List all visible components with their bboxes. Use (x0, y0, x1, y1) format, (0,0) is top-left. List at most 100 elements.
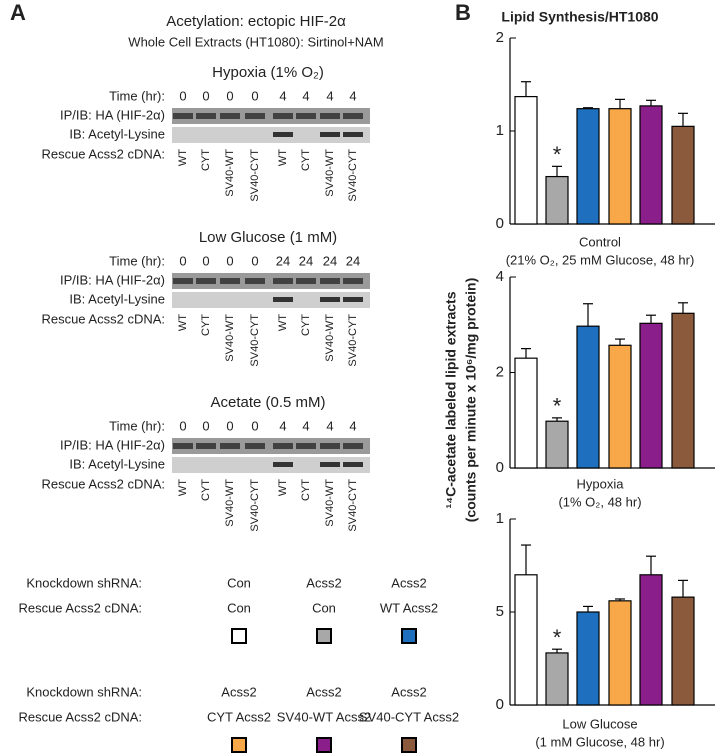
lane-label: CYT (200, 314, 212, 336)
legend-row-label: Knockdown shRNA: (26, 575, 142, 590)
row-label: IB: Acetyl-Lysine (69, 456, 165, 471)
blot-strip (172, 292, 370, 308)
time-label: 0 (251, 253, 258, 268)
blot-band (273, 278, 293, 284)
blot-strip (172, 457, 370, 473)
blot-band (296, 113, 316, 119)
bar (639, 105, 663, 225)
condition-title: Acetate (0.5 mM) (210, 394, 325, 411)
bar (514, 95, 538, 225)
bar (608, 108, 632, 225)
legend-rescue: SV40-WT Acss2 (277, 709, 371, 724)
legend-row-label: Rescue Acss2 cDNA: (18, 709, 142, 724)
blot-band (273, 132, 293, 137)
x-axis-label: (1% O₂, 48 hr) (558, 494, 641, 509)
legend-rescue: SV40-CYT Acss2 (359, 709, 459, 724)
panel-label: B (455, 0, 471, 25)
bar (576, 108, 600, 225)
blot-band (220, 443, 240, 449)
blot-band (273, 113, 293, 119)
lane-label: SV40-CYT (347, 149, 359, 202)
legend-knockdown: Con (227, 575, 251, 590)
blot-band (343, 113, 363, 119)
blot-band (245, 113, 265, 119)
y-tick-label: 0 (496, 215, 504, 232)
legend-knockdown: Acss2 (306, 684, 341, 699)
blot-band (320, 113, 340, 119)
blot-band (273, 462, 293, 467)
panel-label: A (10, 0, 26, 25)
bar (545, 175, 569, 225)
y-tick-label: 4 (496, 268, 504, 285)
time-label: 24 (323, 253, 337, 268)
time-label: 0 (226, 88, 233, 103)
legend-rescue: Con (312, 600, 336, 615)
blot-band (343, 297, 363, 302)
time-label: 0 (226, 253, 233, 268)
annotation: * (553, 142, 562, 167)
time-label: 24 (299, 253, 313, 268)
annotation: * (553, 394, 562, 419)
bar (608, 600, 632, 706)
lane-label: CYT (300, 149, 312, 171)
bar (671, 312, 695, 469)
blot-band (343, 443, 363, 449)
bar (639, 574, 663, 706)
legend-rescue: WT Acss2 (380, 600, 438, 615)
lane-label: SV40-WT (224, 479, 236, 527)
blot-band (173, 443, 193, 449)
blot-band (343, 462, 363, 467)
time-label: 4 (302, 418, 309, 433)
blot-band (196, 443, 216, 449)
legend-swatch (231, 737, 247, 753)
bar (576, 325, 600, 469)
time-label: 4 (326, 88, 333, 103)
lane-label: WT (277, 149, 289, 166)
legend-knockdown: Acss2 (221, 684, 256, 699)
row-label: Time (hr): (109, 88, 165, 103)
y-tick-label: 2 (496, 363, 504, 380)
lane-label: SV40-WT (224, 314, 236, 362)
row-label: Rescue Acss2 cDNA: (41, 146, 165, 161)
y-axis-label: ¹⁴C-acetate labeled lipid extracts (443, 291, 459, 508)
time-label: 4 (302, 88, 309, 103)
legend-knockdown: Acss2 (391, 575, 426, 590)
blot-band (343, 278, 363, 284)
condition-title: Hypoxia (1% O₂) (212, 64, 324, 81)
time-label: 4 (279, 88, 286, 103)
lane-label: SV40-WT (324, 479, 336, 527)
legend-row-label: Rescue Acss2 cDNA: (18, 600, 142, 615)
blot-band (245, 443, 265, 449)
row-label: IB: Acetyl-Lysine (69, 126, 165, 141)
bar (671, 125, 695, 225)
legend-rescue: CYT Acss2 (207, 709, 271, 724)
time-label: 4 (349, 88, 356, 103)
x-axis-label: (21% O₂, 25 mM Glucose, 48 hr) (506, 252, 695, 267)
panel-subtitle: Whole Cell Extracts (HT1080): Sirtinol+N… (128, 34, 383, 49)
lane-label: CYT (300, 314, 312, 336)
lane-label: WT (177, 479, 189, 496)
blot-band (320, 462, 340, 467)
x-axis-label: Control (579, 234, 621, 249)
blot-strip (172, 273, 370, 289)
legend-knockdown: Acss2 (391, 684, 426, 699)
blot-band (273, 297, 293, 302)
lane-label: WT (177, 314, 189, 331)
x-axis-label: (1 mM Glucose, 48 hr) (535, 734, 664, 749)
lane-label: SV40-WT (324, 149, 336, 197)
blot-band (320, 297, 340, 302)
bar (608, 344, 632, 469)
time-label: 24 (276, 253, 290, 268)
row-label: Time (hr): (109, 253, 165, 268)
lane-label: WT (177, 149, 189, 166)
lane-label: SV40-CYT (347, 479, 359, 532)
time-label: 0 (226, 418, 233, 433)
blot-strip (172, 108, 370, 124)
x-axis-label: Low Glucose (562, 716, 637, 731)
row-label: Time (hr): (109, 418, 165, 433)
time-label: 4 (279, 418, 286, 433)
legend-row-label: Knockdown shRNA: (26, 684, 142, 699)
blot-band (296, 278, 316, 284)
blot-strip (172, 127, 370, 143)
